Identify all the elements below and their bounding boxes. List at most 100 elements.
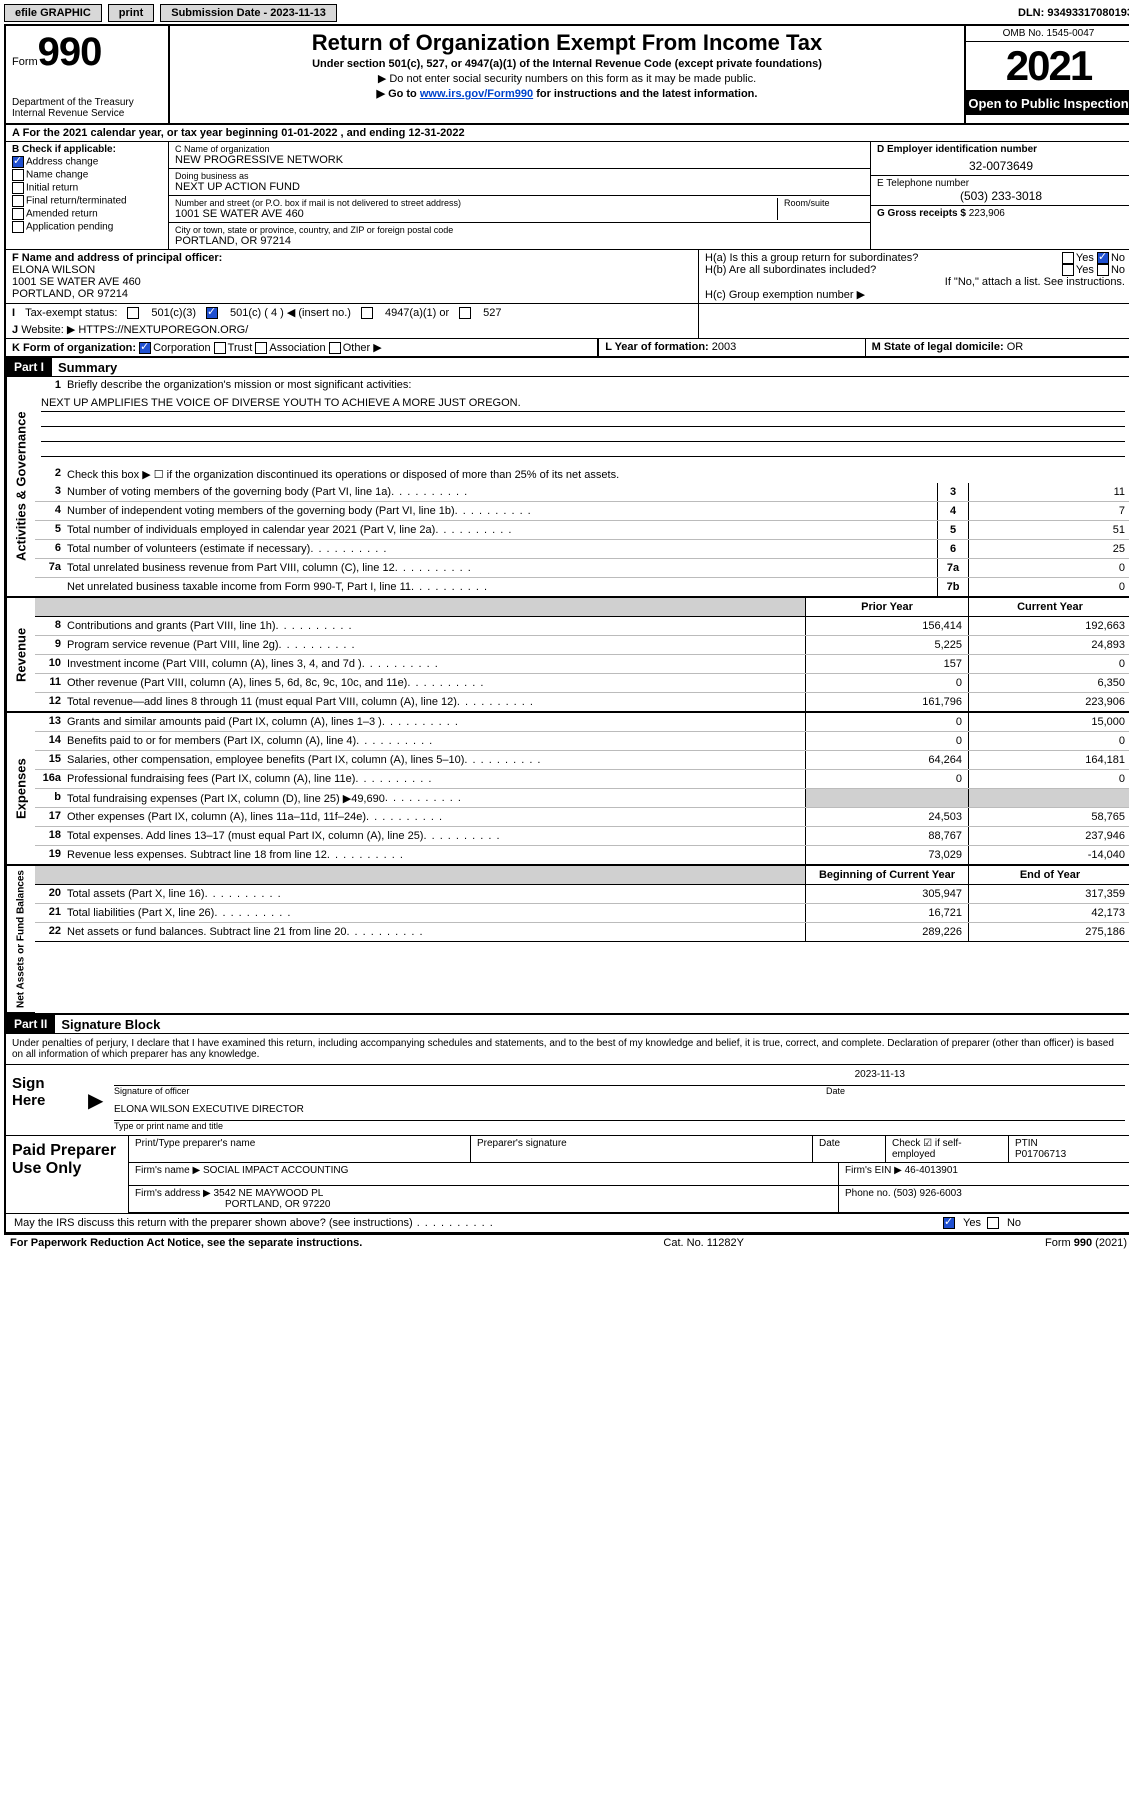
gross-value: 223,906 bbox=[969, 208, 1005, 219]
chk-initial[interactable] bbox=[12, 182, 24, 194]
line-num: 10 bbox=[35, 655, 63, 673]
prior-value: 0 bbox=[805, 732, 968, 750]
current-value bbox=[968, 789, 1129, 807]
data-line: 17Other expenses (Part IX, column (A), l… bbox=[35, 808, 1129, 827]
m-value: OR bbox=[1007, 341, 1024, 353]
lbl-corp: Corporation bbox=[153, 342, 210, 354]
lbl-527: 527 bbox=[483, 307, 501, 319]
chk-ha-yes[interactable] bbox=[1062, 252, 1074, 264]
current-value: 0 bbox=[968, 655, 1129, 673]
dln: DLN: 93493317080193 bbox=[1018, 7, 1129, 19]
line-num: 6 bbox=[35, 540, 63, 558]
lbl-may-yes: Yes bbox=[963, 1217, 981, 1229]
footer-left: For Paperwork Reduction Act Notice, see … bbox=[10, 1237, 362, 1249]
chk-name-change[interactable] bbox=[12, 169, 24, 181]
phone-label: E Telephone number bbox=[877, 178, 1125, 189]
part1-bar: Part I bbox=[6, 358, 52, 376]
begin-year-header: Beginning of Current Year bbox=[805, 866, 968, 884]
chk-address-change[interactable] bbox=[12, 156, 24, 168]
data-line: 19Revenue less expenses. Subtract line 1… bbox=[35, 846, 1129, 865]
data-line: 20Total assets (Part X, line 16)305,9473… bbox=[35, 885, 1129, 904]
rev-hdr-desc bbox=[63, 598, 805, 616]
chk-501c[interactable] bbox=[206, 307, 218, 319]
line-num: 14 bbox=[35, 732, 63, 750]
prior-value: 88,767 bbox=[805, 827, 968, 845]
firm-addr2: PORTLAND, OR 97220 bbox=[225, 1199, 832, 1210]
line-desc: Total unrelated business revenue from Pa… bbox=[63, 559, 937, 577]
chk-assoc[interactable] bbox=[255, 342, 267, 354]
line-num: 4 bbox=[35, 502, 63, 520]
chk-may-yes[interactable] bbox=[943, 1217, 955, 1229]
line-box: 7a bbox=[937, 559, 968, 577]
lbl-app-pending: Application pending bbox=[26, 222, 113, 233]
current-value: 223,906 bbox=[968, 693, 1129, 711]
sig-officer-label: Signature of officer bbox=[114, 1086, 189, 1096]
box-b: B Check if applicable: Address change Na… bbox=[6, 142, 169, 249]
chk-final[interactable] bbox=[12, 195, 24, 207]
prior-value: 0 bbox=[805, 770, 968, 788]
data-line: 11Other revenue (Part VIII, column (A), … bbox=[35, 674, 1129, 693]
chk-hb-yes[interactable] bbox=[1062, 264, 1074, 276]
line-num: 19 bbox=[35, 846, 63, 864]
na-hdr-desc bbox=[63, 866, 805, 884]
chk-hb-no[interactable] bbox=[1097, 264, 1109, 276]
form-title: Return of Organization Exempt From Incom… bbox=[176, 30, 958, 56]
line-num: 8 bbox=[35, 617, 63, 635]
data-line: bTotal fundraising expenses (Part IX, co… bbox=[35, 789, 1129, 808]
prior-year-header: Prior Year bbox=[805, 598, 968, 616]
form-outer: Form990 Department of the Treasury Inter… bbox=[4, 24, 1129, 1235]
chk-4947[interactable] bbox=[361, 307, 373, 319]
line-desc: Salaries, other compensation, employee b… bbox=[63, 751, 805, 769]
line-value: 0 bbox=[968, 559, 1129, 577]
line-desc: Grants and similar amounts paid (Part IX… bbox=[63, 713, 805, 731]
sign-here-label: Sign Here bbox=[6, 1065, 88, 1135]
omb-number: OMB No. 1545-0047 bbox=[966, 26, 1129, 42]
chk-corp[interactable] bbox=[139, 342, 151, 354]
line1-num: 1 bbox=[35, 377, 63, 395]
org-name: NEW PROGRESSIVE NETWORK bbox=[175, 154, 864, 166]
box-b-title: B Check if applicable: bbox=[12, 144, 162, 155]
chk-trust[interactable] bbox=[214, 342, 226, 354]
line-desc: Benefits paid to or for members (Part IX… bbox=[63, 732, 805, 750]
prep-h4-text: Check ☑ if self-employed bbox=[892, 1138, 962, 1160]
footer-mid: Cat. No. 11282Y bbox=[663, 1237, 744, 1249]
side-governance: Activities & Governance bbox=[6, 377, 35, 597]
current-value: 6,350 bbox=[968, 674, 1129, 692]
may-discuss-text: May the IRS discuss this return with the… bbox=[14, 1217, 494, 1229]
netassets-section: Net Assets or Fund Balances Beginning of… bbox=[6, 865, 1129, 1013]
tax-status-label: Tax-exempt status: bbox=[25, 307, 117, 319]
na-hdr-blank bbox=[35, 866, 63, 884]
chk-amended[interactable] bbox=[12, 208, 24, 220]
print-button[interactable]: print bbox=[108, 4, 154, 22]
lbl-final: Final return/terminated bbox=[26, 196, 127, 207]
row-klm: K Form of organization: Corporation Trus… bbox=[6, 339, 1129, 358]
chk-501c3[interactable] bbox=[127, 307, 139, 319]
chk-may-no[interactable] bbox=[987, 1217, 999, 1229]
firm-addr-label: Firm's address ▶ bbox=[135, 1188, 211, 1199]
dept-label: Department of the Treasury bbox=[12, 97, 162, 108]
expenses-section: Expenses 13Grants and similar amounts pa… bbox=[6, 712, 1129, 865]
room-label: Room/suite bbox=[777, 198, 864, 220]
header-center: Return of Organization Exempt From Incom… bbox=[170, 26, 964, 123]
gov-line: 7aTotal unrelated business revenue from … bbox=[35, 559, 1129, 578]
footer-right: Form 990 (2021) bbox=[1045, 1237, 1127, 1249]
prior-value: 0 bbox=[805, 674, 968, 692]
chk-app-pending[interactable] bbox=[12, 221, 24, 233]
prior-value: 64,264 bbox=[805, 751, 968, 769]
firm-ein-label: Firm's EIN ▶ bbox=[845, 1165, 902, 1176]
chk-527[interactable] bbox=[459, 307, 471, 319]
lbl-ha-no: No bbox=[1111, 252, 1125, 264]
chk-other[interactable] bbox=[329, 342, 341, 354]
chk-ha-no[interactable] bbox=[1097, 252, 1109, 264]
irs-link[interactable]: www.irs.gov/Form990 bbox=[420, 88, 533, 100]
efile-button[interactable]: efile GRAPHIC bbox=[4, 4, 102, 22]
line-desc: Number of independent voting members of … bbox=[63, 502, 937, 520]
line-box: 7b bbox=[937, 578, 968, 596]
officer-addr2: PORTLAND, OR 97214 bbox=[12, 288, 692, 300]
line-num: 9 bbox=[35, 636, 63, 654]
lbl-other: Other ▶ bbox=[343, 342, 382, 354]
box-f: F Name and address of principal officer:… bbox=[6, 250, 698, 303]
mission-blank3 bbox=[41, 442, 1125, 457]
rev-hdr-blank bbox=[35, 598, 63, 616]
header-block: Form990 Department of the Treasury Inter… bbox=[6, 26, 1129, 125]
